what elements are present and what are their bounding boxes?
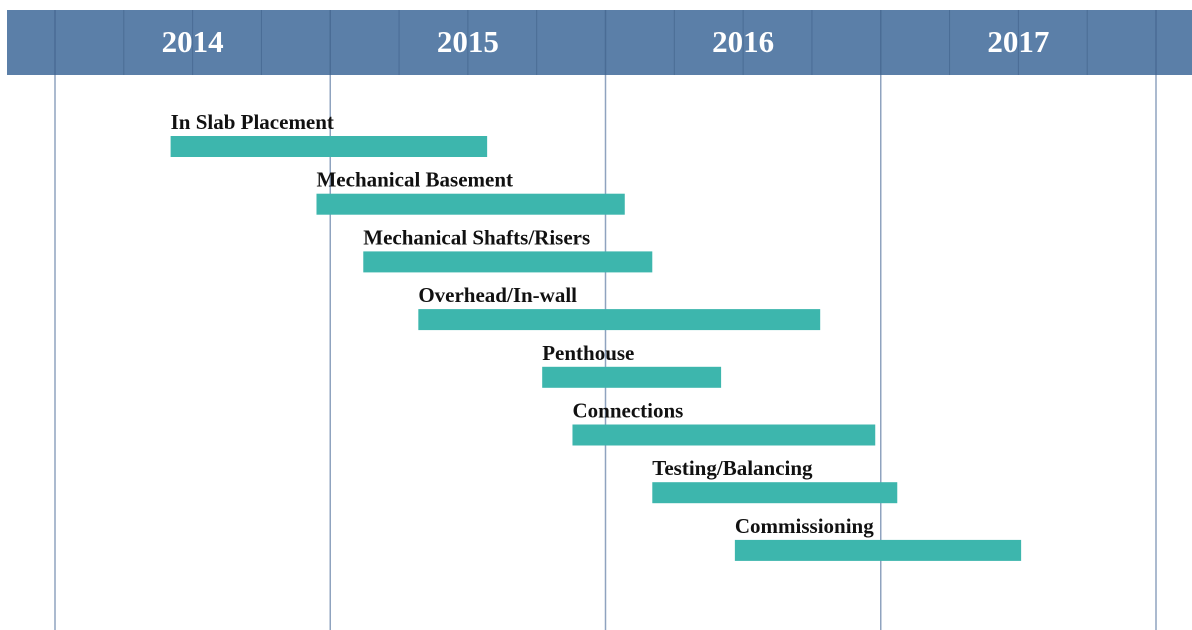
task-bar: [316, 193, 625, 215]
year-label: 2016: [712, 24, 774, 59]
task-bar: [734, 539, 1022, 561]
timeline-header: [7, 10, 1192, 75]
task-bar: [418, 309, 821, 331]
task-label: Penthouse: [542, 341, 634, 365]
year-label: 2014: [162, 24, 224, 59]
task-bar: [652, 482, 898, 504]
task-label: Commissioning: [735, 514, 874, 538]
task-bar: [572, 424, 876, 446]
year-label: 2017: [987, 24, 1049, 59]
task-bar: [363, 251, 653, 273]
task-label: Overhead/In-wall: [418, 283, 577, 307]
task-bar: [170, 136, 488, 157]
task-label: Mechanical Basement: [316, 168, 513, 192]
task-label: Connections: [572, 399, 683, 423]
year-label: 2015: [437, 24, 499, 59]
task-label: Testing/Balancing: [652, 456, 813, 480]
task-bar: [542, 366, 722, 388]
task-label: In Slab Placement: [171, 110, 334, 134]
task-label: Mechanical Shafts/Risers: [363, 225, 590, 249]
